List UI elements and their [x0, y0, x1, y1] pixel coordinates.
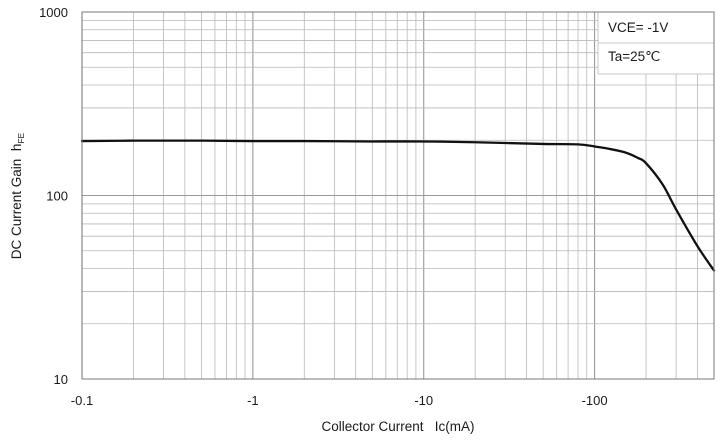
y-axis-title: DC Current Gain hFE [9, 132, 26, 259]
x-tick-label: -1 [247, 393, 259, 408]
x-tick-label: -0.1 [71, 393, 93, 408]
series-line [80, 139, 716, 272]
plot-frame [81, 11, 715, 380]
y-axis-symbol-subscript: FE [16, 132, 26, 143]
x-tick-label: -10 [414, 393, 433, 408]
x-axis-title: Collector Current Ic(mA) [321, 419, 474, 434]
series-layer [80, 139, 716, 272]
y-axis-label: DC Current Gain [9, 151, 24, 259]
y-tick-label: 100 [46, 189, 68, 204]
x-tick-label: -100 [582, 393, 608, 408]
tick-labels: -0.1 -1 -10 -100 10 100 1000 [39, 5, 608, 408]
y-axis-symbol: h [9, 144, 24, 152]
annotation-box: VCE= -1V Ta=25℃ [597, 12, 714, 75]
annotation-text: Ta=25℃ [608, 49, 660, 64]
y-tick-label: 10 [54, 372, 68, 387]
x-axis-label: Collector Current [321, 419, 434, 434]
y-tick-label: 1000 [39, 5, 68, 20]
annotation-text: VCE= -1V [608, 20, 668, 35]
x-axis-unit: Ic(mA) [435, 419, 475, 434]
